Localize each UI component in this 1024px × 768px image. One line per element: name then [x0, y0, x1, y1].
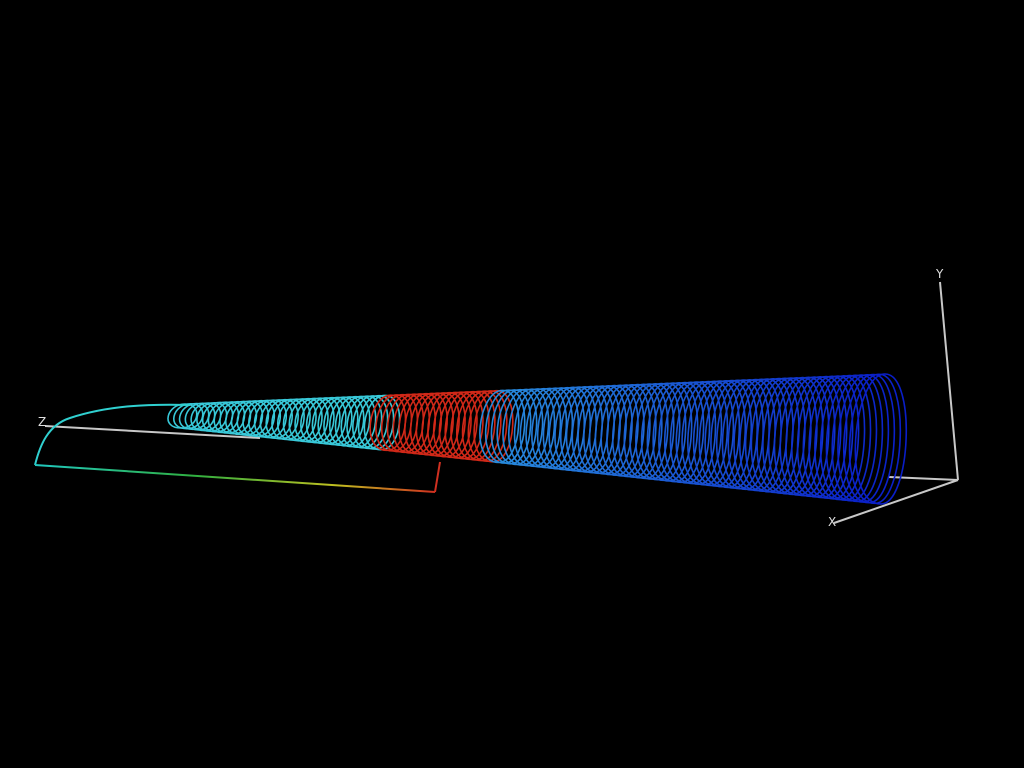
mesh-section — [854, 373, 907, 505]
x-axis-label: X — [828, 515, 836, 529]
y-axis — [939, 281, 959, 481]
root-base — [34, 464, 436, 493]
wire-mesh — [167, 373, 907, 505]
y-axis-label: Y — [935, 267, 944, 281]
root-profile — [34, 403, 191, 466]
axes — [44, 281, 959, 524]
z-axis-end — [887, 476, 959, 481]
z-axis-label: Z — [38, 415, 46, 429]
z-axis — [44, 425, 261, 439]
root-edge — [434, 461, 441, 493]
x-axis — [833, 479, 959, 524]
root-outline — [34, 403, 441, 493]
